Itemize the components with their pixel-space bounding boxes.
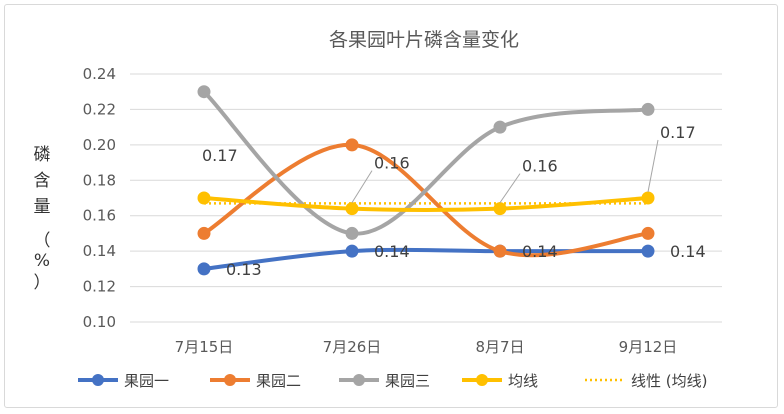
- y-axis-label-char: 含: [34, 171, 51, 191]
- legend-label: 果园三: [385, 372, 430, 390]
- data-point: [641, 226, 655, 240]
- y-axis-ticks: 0.10 0.12 0.14 0.16 0.18 0.20 0.22 0.24: [83, 65, 116, 331]
- legend-label: 均线: [508, 372, 538, 390]
- data-point: [197, 262, 211, 276]
- x-axis-ticks: 7月15日 7月26日 8月7日 9月12日: [175, 338, 678, 356]
- legend-entry: 均线: [462, 372, 538, 390]
- legend-label: 果园一: [124, 372, 169, 390]
- legend-entry: 果园一: [78, 372, 169, 390]
- series-line: [202, 247, 650, 271]
- data-point: [345, 138, 359, 152]
- series-4: [197, 191, 655, 216]
- y-tick-label: 0.24: [83, 65, 116, 83]
- series-3: [197, 85, 655, 240]
- data-point: [197, 85, 211, 99]
- y-tick-label: 0.22: [83, 100, 116, 118]
- data-point: [345, 244, 359, 258]
- y-axis-label-char: %: [34, 251, 50, 271]
- data-label: 0.16: [374, 154, 410, 173]
- legend-label: 果园二: [256, 372, 301, 390]
- data-point: [345, 202, 359, 216]
- y-axis-label-char: 磷: [34, 145, 51, 165]
- y-tick-label: 0.10: [83, 313, 116, 331]
- legend: 果园一 果园二 果园三 均线 线性 (均线): [78, 372, 707, 390]
- y-tick-label: 0.20: [83, 136, 116, 154]
- data-point: [641, 244, 655, 258]
- data-point: [493, 120, 507, 134]
- x-tick-label: 7月26日: [323, 338, 382, 356]
- data-label: 0.14: [670, 242, 706, 261]
- y-axis-label: 磷含量 （%）: [34, 145, 51, 293]
- chart-title: 各果园叶片磷含量变化: [329, 29, 519, 51]
- data-label: 0.13: [226, 260, 262, 279]
- legend-marker: [224, 374, 236, 386]
- legend-entry: 果园三: [339, 372, 430, 390]
- data-label: 0.16: [522, 157, 558, 176]
- data-point: [493, 202, 507, 216]
- data-labels: 0.13 0.14 0.14 0.14 0.17 0.16 0.16 0.17: [202, 123, 706, 279]
- series-layer: [197, 85, 655, 276]
- series-line: [202, 89, 650, 236]
- y-tick-label: 0.14: [83, 242, 116, 260]
- legend-marker: [353, 374, 365, 386]
- data-point: [345, 226, 359, 240]
- legend-entry: 果园二: [210, 372, 301, 390]
- y-axis-label-char: 量: [34, 197, 51, 217]
- legend-marker: [476, 374, 488, 386]
- x-tick-label: 9月12日: [619, 338, 678, 356]
- data-point: [197, 226, 211, 240]
- y-tick-label: 0.16: [83, 207, 116, 225]
- data-point: [493, 244, 507, 258]
- data-label: 0.17: [202, 146, 238, 165]
- data-label: 0.17: [660, 123, 696, 142]
- data-point: [641, 191, 655, 205]
- y-axis-label-char: （: [34, 231, 51, 251]
- chart-frame: [4, 4, 778, 408]
- label-leader-line: [351, 170, 373, 203]
- legend-label: 线性 (均线): [631, 372, 707, 390]
- data-point: [197, 191, 211, 205]
- x-tick-label: 8月7日: [475, 338, 524, 356]
- series-line: [202, 142, 650, 258]
- y-axis-label-char: ）: [34, 273, 51, 293]
- series-line: [202, 196, 650, 212]
- legend-entry: 线性 (均线): [585, 372, 707, 390]
- series-2: [197, 138, 655, 258]
- data-label: 0.14: [522, 242, 558, 261]
- data-point: [641, 102, 655, 116]
- x-tick-label: 7月15日: [175, 338, 234, 356]
- y-tick-label: 0.12: [83, 278, 116, 296]
- y-tick-label: 0.18: [83, 171, 116, 189]
- data-label: 0.14: [374, 242, 410, 261]
- label-leader-line: [647, 139, 659, 193]
- legend-marker: [92, 374, 104, 386]
- label-leader-line: [499, 173, 521, 203]
